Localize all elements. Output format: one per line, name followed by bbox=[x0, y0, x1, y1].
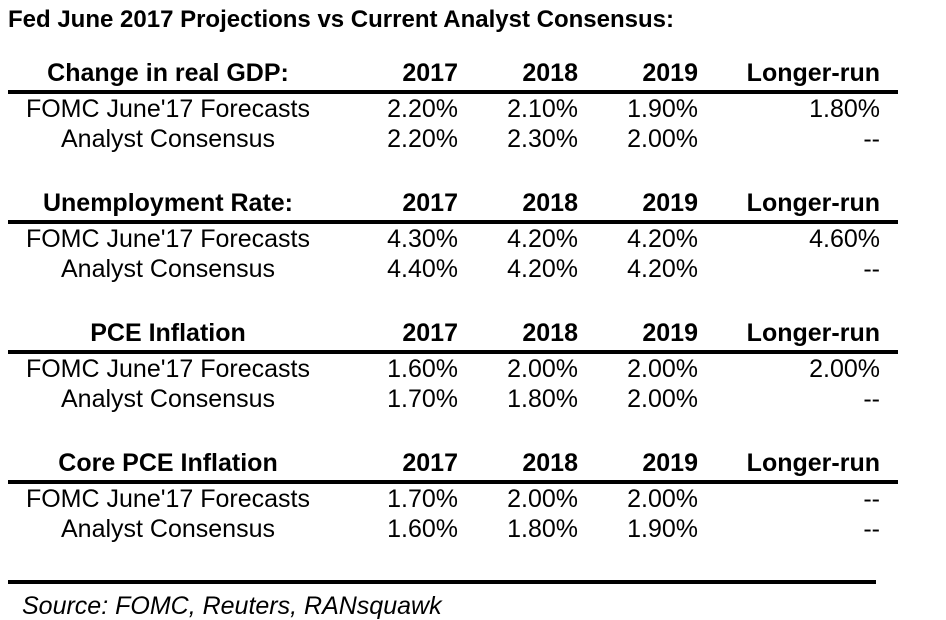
col-header-2019: 2019 bbox=[578, 60, 698, 94]
analyst-consensus-row: Analyst Consensus 4.40% 4.20% 4.20% -- bbox=[8, 254, 898, 284]
value-cell: 1.70% bbox=[387, 385, 458, 413]
col-header-2019: 2019 bbox=[578, 320, 698, 354]
value-cell: 1.80% bbox=[507, 515, 578, 543]
col-header-2018: 2018 bbox=[458, 450, 578, 484]
section-table-real-gdp: Change in real GDP: 2017 2018 2019 Longe… bbox=[8, 60, 898, 154]
col-header-2017: 2017 bbox=[328, 320, 458, 354]
value-cell: 2.00% bbox=[627, 385, 698, 413]
value-cell: 2.00% bbox=[627, 125, 698, 153]
value-cell: 2.20% bbox=[387, 95, 458, 123]
value-cell: -- bbox=[863, 485, 880, 513]
col-header-2018: 2018 bbox=[458, 190, 578, 224]
row-label: FOMC June'17 Forecasts bbox=[25, 95, 311, 123]
source-note: Source: FOMC, Reuters, RANsquawk bbox=[8, 580, 876, 620]
value-cell: 2.30% bbox=[507, 125, 578, 153]
col-header-2018: 2018 bbox=[458, 60, 578, 94]
value-cell: 2.00% bbox=[809, 355, 880, 383]
col-header-longer-run: Longer-run bbox=[698, 450, 898, 484]
section-header-row: PCE Inflation 2017 2018 2019 Longer-run bbox=[8, 320, 898, 354]
col-header-2017: 2017 bbox=[328, 450, 458, 484]
value-cell: 2.00% bbox=[627, 355, 698, 383]
section-title: Unemployment Rate: bbox=[8, 190, 328, 224]
section-table-unemployment-rate: Unemployment Rate: 2017 2018 2019 Longer… bbox=[8, 190, 898, 284]
section-table-core-pce-inflation: Core PCE Inflation 2017 2018 2019 Longer… bbox=[8, 450, 898, 544]
value-cell: -- bbox=[863, 385, 880, 413]
col-header-2018: 2018 bbox=[458, 320, 578, 354]
analyst-consensus-row: Analyst Consensus 1.70% 1.80% 2.00% -- bbox=[8, 384, 898, 414]
col-header-2017: 2017 bbox=[328, 60, 458, 94]
value-cell: -- bbox=[863, 255, 880, 283]
value-cell: 1.80% bbox=[809, 95, 880, 123]
value-cell: 4.20% bbox=[627, 255, 698, 283]
row-label: Analyst Consensus bbox=[60, 385, 275, 413]
analyst-consensus-row: Analyst Consensus 2.20% 2.30% 2.00% -- bbox=[8, 124, 898, 154]
value-cell: 2.10% bbox=[507, 95, 578, 123]
value-cell: 4.20% bbox=[627, 225, 698, 253]
section-title: PCE Inflation bbox=[8, 320, 328, 354]
fomc-forecasts-row: FOMC June'17 Forecasts 2.20% 2.10% 1.90%… bbox=[8, 92, 898, 124]
col-header-2019: 2019 bbox=[578, 450, 698, 484]
section-title: Core PCE Inflation bbox=[8, 450, 328, 484]
col-header-2019: 2019 bbox=[578, 190, 698, 224]
row-label: FOMC June'17 Forecasts bbox=[25, 355, 311, 383]
fomc-forecasts-row: FOMC June'17 Forecasts 4.30% 4.20% 4.20%… bbox=[8, 222, 898, 254]
row-label: FOMC June'17 Forecasts bbox=[25, 485, 311, 513]
analyst-consensus-row: Analyst Consensus 1.60% 1.80% 1.90% -- bbox=[8, 514, 898, 544]
fomc-forecasts-row: FOMC June'17 Forecasts 1.60% 2.00% 2.00%… bbox=[8, 352, 898, 384]
value-cell: 1.90% bbox=[627, 95, 698, 123]
col-header-longer-run: Longer-run bbox=[698, 60, 898, 94]
value-cell: 4.30% bbox=[387, 225, 458, 253]
value-cell: 4.40% bbox=[387, 255, 458, 283]
value-cell: 4.20% bbox=[507, 225, 578, 253]
col-header-longer-run: Longer-run bbox=[698, 190, 898, 224]
value-cell: 4.20% bbox=[507, 255, 578, 283]
value-cell: -- bbox=[863, 125, 880, 153]
value-cell: 2.20% bbox=[387, 125, 458, 153]
value-cell: 2.00% bbox=[507, 485, 578, 513]
row-label: Analyst Consensus bbox=[60, 255, 275, 283]
section-table-pce-inflation: PCE Inflation 2017 2018 2019 Longer-run … bbox=[8, 320, 898, 414]
value-cell: 2.00% bbox=[507, 355, 578, 383]
value-cell: 1.60% bbox=[387, 515, 458, 543]
value-cell: 1.80% bbox=[507, 385, 578, 413]
row-label: FOMC June'17 Forecasts bbox=[25, 225, 311, 253]
section-header-row: Core PCE Inflation 2017 2018 2019 Longer… bbox=[8, 450, 898, 484]
value-cell: 2.00% bbox=[627, 485, 698, 513]
section-title: Change in real GDP: bbox=[8, 60, 328, 94]
fomc-forecasts-row: FOMC June'17 Forecasts 1.70% 2.00% 2.00%… bbox=[8, 482, 898, 514]
col-header-2017: 2017 bbox=[328, 190, 458, 224]
value-cell: 4.60% bbox=[809, 225, 880, 253]
section-header-row: Change in real GDP: 2017 2018 2019 Longe… bbox=[8, 60, 898, 94]
section-header-row: Unemployment Rate: 2017 2018 2019 Longer… bbox=[8, 190, 898, 224]
page-title: Fed June 2017 Projections vs Current Ana… bbox=[8, 6, 674, 33]
value-cell: -- bbox=[863, 515, 880, 543]
value-cell: 1.70% bbox=[387, 485, 458, 513]
value-cell: 1.60% bbox=[387, 355, 458, 383]
row-label: Analyst Consensus bbox=[60, 515, 275, 543]
col-header-longer-run: Longer-run bbox=[698, 320, 898, 354]
value-cell: 1.90% bbox=[627, 515, 698, 543]
row-label: Analyst Consensus bbox=[60, 125, 275, 153]
